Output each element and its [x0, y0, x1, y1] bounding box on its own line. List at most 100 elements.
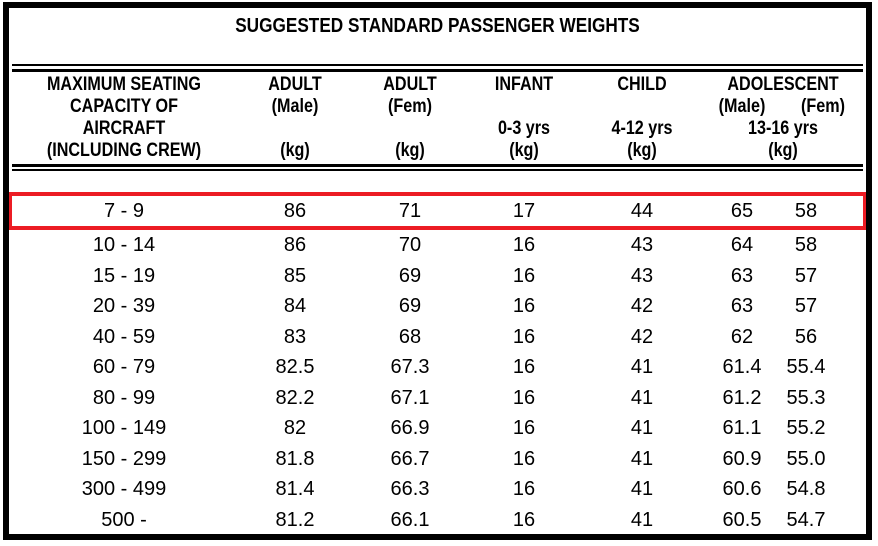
cell-infant: 16: [512, 356, 536, 379]
header-adult-male-title: ADULT: [268, 74, 322, 95]
cell-adult-male: 84: [283, 295, 307, 318]
cell-adult-fem: 71: [398, 200, 422, 222]
cell-adolescent-male: 63: [730, 295, 754, 318]
table-row: 40 - 59 83 68 16 42 62 56: [12, 322, 863, 353]
cell-infant: 16: [512, 386, 536, 409]
cell-adolescent-male: 65: [730, 200, 754, 222]
header-infant-age: 0-3 yrs: [497, 118, 551, 139]
header-adolescent-unit: (kg): [768, 140, 798, 161]
table-row: 20 - 39 84 69 16 42 63 57: [12, 291, 863, 322]
header-capacity: MAXIMUM SEATING CAPACITY OF AIRCRAFT (IN…: [12, 74, 236, 162]
header-adult-fem: ADULT (Fem) (kg): [354, 74, 466, 162]
cell-adolescent-fem: 55.3: [786, 386, 826, 409]
cell-infant: 16: [512, 417, 536, 440]
cell-infant: 16: [512, 325, 536, 348]
cell-child: 41: [630, 447, 654, 470]
cell-adolescent-fem: 58: [794, 234, 818, 257]
cell-child: 44: [630, 200, 654, 222]
cell-capacity: 40 - 59: [92, 325, 156, 348]
cell-infant: 16: [512, 447, 536, 470]
cell-adult-fem: 67.3: [390, 356, 430, 379]
header-adult-fem-title: ADULT: [383, 74, 437, 95]
header-infant-title: INFANT: [494, 74, 554, 95]
cell-adolescent-male: 60.6: [722, 478, 762, 501]
header-adolescent-fem: (Fem): [801, 96, 845, 117]
cell-capacity: 80 - 99: [92, 386, 156, 409]
cell-adolescent-fem: 54.7: [786, 508, 826, 531]
cell-child: 41: [630, 508, 654, 531]
header-adolescent-title: ADOLESCENT: [727, 74, 839, 95]
table-row: 15 - 19 85 69 16 43 63 57: [12, 261, 863, 292]
table-body: 7 - 9 86 71 17 44 65 58 10 - 14 86 70 16…: [9, 192, 866, 535]
cell-adult-fem: 69: [398, 264, 422, 287]
cell-adolescent-male: 64: [730, 234, 754, 257]
cell-adult-fem: 66.3: [390, 478, 430, 501]
header-capacity-line4: (INCLUDING CREW): [46, 140, 202, 161]
cell-adult-fem: 68: [398, 325, 422, 348]
cell-capacity: 10 - 14: [92, 234, 156, 257]
header-capacity-line1: MAXIMUM SEATING: [46, 74, 202, 95]
cell-capacity: 300 - 499: [81, 478, 167, 501]
cell-child: 41: [630, 478, 654, 501]
cell-capacity: 500 -: [101, 508, 147, 531]
cell-capacity: 100 - 149: [81, 417, 167, 440]
cell-adolescent-fem: 55.0: [786, 447, 826, 470]
header-capacity-line2: CAPACITY OF: [70, 96, 178, 117]
header-adult-male-unit: (kg): [280, 140, 310, 161]
document-frame: SUGGESTED STANDARD PASSENGER WEIGHTS MAX…: [3, 2, 872, 540]
table-row-highlighted: 7 - 9 86 71 17 44 65 58: [9, 192, 866, 230]
table-row: 80 - 99 82.2 67.1 16 41 61.2 55.3: [12, 383, 863, 414]
header-infant-unit: (kg): [509, 140, 539, 161]
header-child: CHILD 4-12 yrs (kg): [582, 74, 702, 162]
cell-adolescent-fem: 55.4: [786, 356, 826, 379]
cell-infant: 16: [512, 508, 536, 531]
table-row: 150 - 299 81.8 66.7 16 41 60.9 55.0: [12, 444, 863, 475]
header-adolescent: ADOLESCENT (Male) (Fem) 13-16 yrs (kg): [702, 74, 864, 162]
header-child-unit: (kg): [627, 140, 657, 161]
cell-infant: 17: [512, 200, 536, 222]
rule-thin: [12, 169, 863, 171]
cell-child: 43: [630, 234, 654, 257]
rule-thin: [12, 64, 863, 66]
cell-adolescent-fem: 56: [794, 325, 818, 348]
table-row: 10 - 14 86 70 16 43 64 58: [12, 230, 863, 261]
cell-adolescent-male: 61.4: [722, 356, 762, 379]
header-adolescent-male: (Male): [718, 96, 766, 117]
cell-infant: 16: [512, 295, 536, 318]
cell-child: 41: [630, 386, 654, 409]
header-adult-fem-sex: (Fem): [388, 96, 432, 117]
cell-adult-male: 82: [283, 417, 307, 440]
header-child-title: CHILD: [617, 74, 667, 95]
cell-adolescent-male: 62: [730, 325, 754, 348]
table-row: 100 - 149 82 66.9 16 41 61.1 55.2: [12, 413, 863, 444]
cell-adult-fem: 66.1: [390, 508, 430, 531]
cell-adult-male: 85: [283, 264, 307, 287]
cell-child: 42: [630, 295, 654, 318]
cell-adolescent-fem: 55.2: [786, 417, 826, 440]
cell-adolescent-fem: 57: [794, 295, 818, 318]
cell-child: 41: [630, 356, 654, 379]
cell-capacity: 15 - 19: [92, 264, 156, 287]
cell-adult-fem: 70: [398, 234, 422, 257]
cell-adolescent-male: 61.2: [722, 386, 762, 409]
cell-capacity: 60 - 79: [92, 356, 156, 379]
cell-infant: 16: [512, 264, 536, 287]
cell-child: 42: [630, 325, 654, 348]
cell-adult-male: 81.8: [275, 447, 315, 470]
cell-adult-fem: 67.1: [390, 386, 430, 409]
cell-child: 41: [630, 417, 654, 440]
cell-capacity: 7 - 9: [103, 200, 145, 222]
cell-adolescent-fem: 54.8: [786, 478, 826, 501]
header-adolescent-age: 13-16 yrs: [747, 118, 819, 139]
table-row: 500 - 81.2 66.1 16 41 60.5 54.7: [12, 505, 863, 535]
header-adult-male: ADULT (Male) (kg): [236, 74, 354, 162]
cell-adult-male: 83: [283, 325, 307, 348]
header-adolescent-sexes: (Male) (Fem): [702, 96, 864, 118]
cell-infant: 16: [512, 478, 536, 501]
header-adult-fem-unit: (kg): [395, 140, 425, 161]
header-bottom-rule: [12, 164, 863, 171]
header-infant: INFANT 0-3 yrs (kg): [466, 74, 582, 162]
rule-thick: [12, 164, 863, 167]
cell-adult-male: 82.5: [275, 356, 315, 379]
